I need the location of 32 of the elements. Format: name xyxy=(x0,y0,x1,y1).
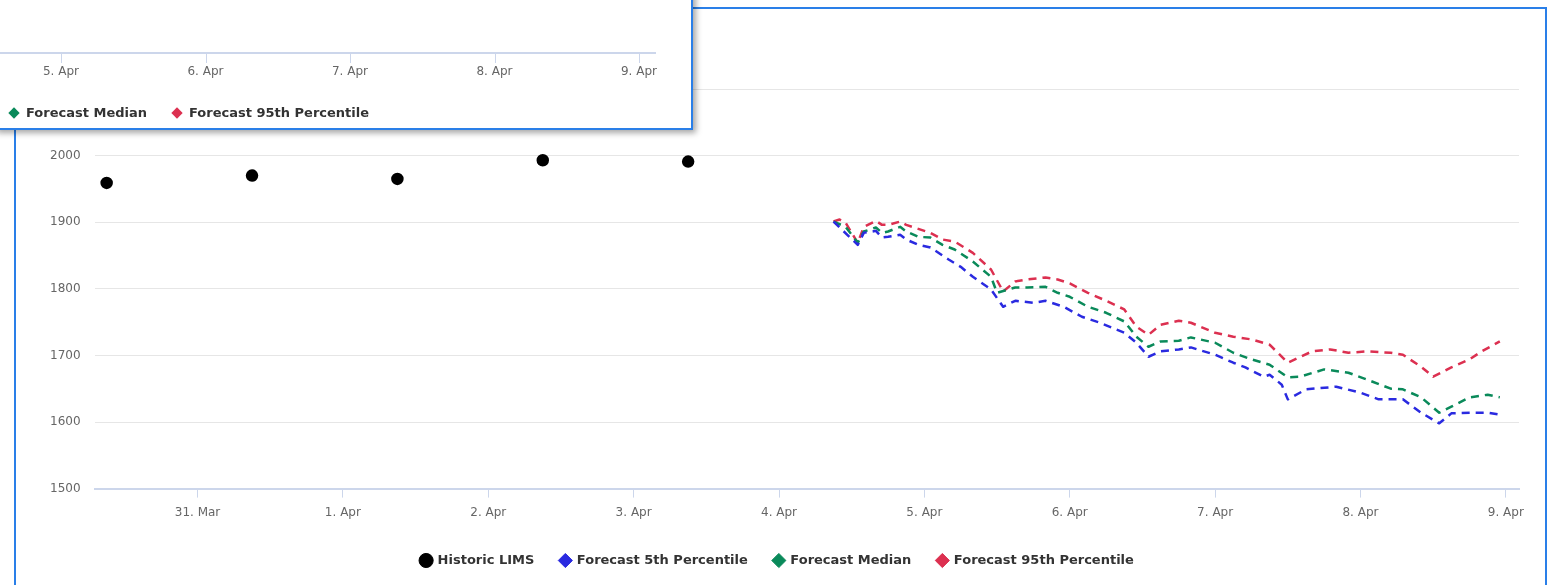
text: 5. Apr xyxy=(42,64,80,78)
y-tick-label: 1700 xyxy=(49,347,81,362)
text: 9. Apr xyxy=(620,64,658,78)
x-tick-label: 9. Apr xyxy=(1487,504,1524,519)
x-tick-label: 8. Apr xyxy=(1342,504,1379,519)
legend-label: Historic LIMS xyxy=(437,551,535,567)
point xyxy=(536,154,550,167)
y-tick-label: 1900 xyxy=(49,214,81,229)
y-tick-label: 1600 xyxy=(49,414,81,429)
x-tick-label: 31. Mar xyxy=(174,504,221,519)
x-tick-label: 2. Apr xyxy=(470,504,507,519)
point xyxy=(100,176,113,190)
text: 8. Apr xyxy=(476,64,513,78)
x-tick-label: 7. Apr xyxy=(1197,504,1234,519)
x-tick-label: 5. Apr xyxy=(906,504,943,519)
y-tick-label: 1800 xyxy=(49,280,81,295)
legend-label: Forecast 5th Percentile xyxy=(576,551,749,567)
x-tick-label: 4. Apr xyxy=(760,504,798,519)
legend-label: Forecast 95th Percentile xyxy=(953,551,1135,567)
x-tick-label: 3. Apr xyxy=(615,504,652,519)
point xyxy=(391,172,404,186)
annotation: Forecast Median xyxy=(26,105,148,120)
point xyxy=(245,169,259,182)
text: 6. Apr xyxy=(187,64,224,78)
y-tick-label: 1500 xyxy=(49,480,81,495)
x-tick-label: 1. Apr xyxy=(324,504,361,519)
point xyxy=(681,155,695,168)
text: 7. Apr xyxy=(331,64,369,78)
y-tick-label: 2000 xyxy=(49,147,81,162)
legend-label: Forecast Median xyxy=(790,551,912,567)
annotation: Forecast 95th Percentile xyxy=(189,105,370,120)
x-tick-label: 6. Apr xyxy=(1051,504,1088,519)
